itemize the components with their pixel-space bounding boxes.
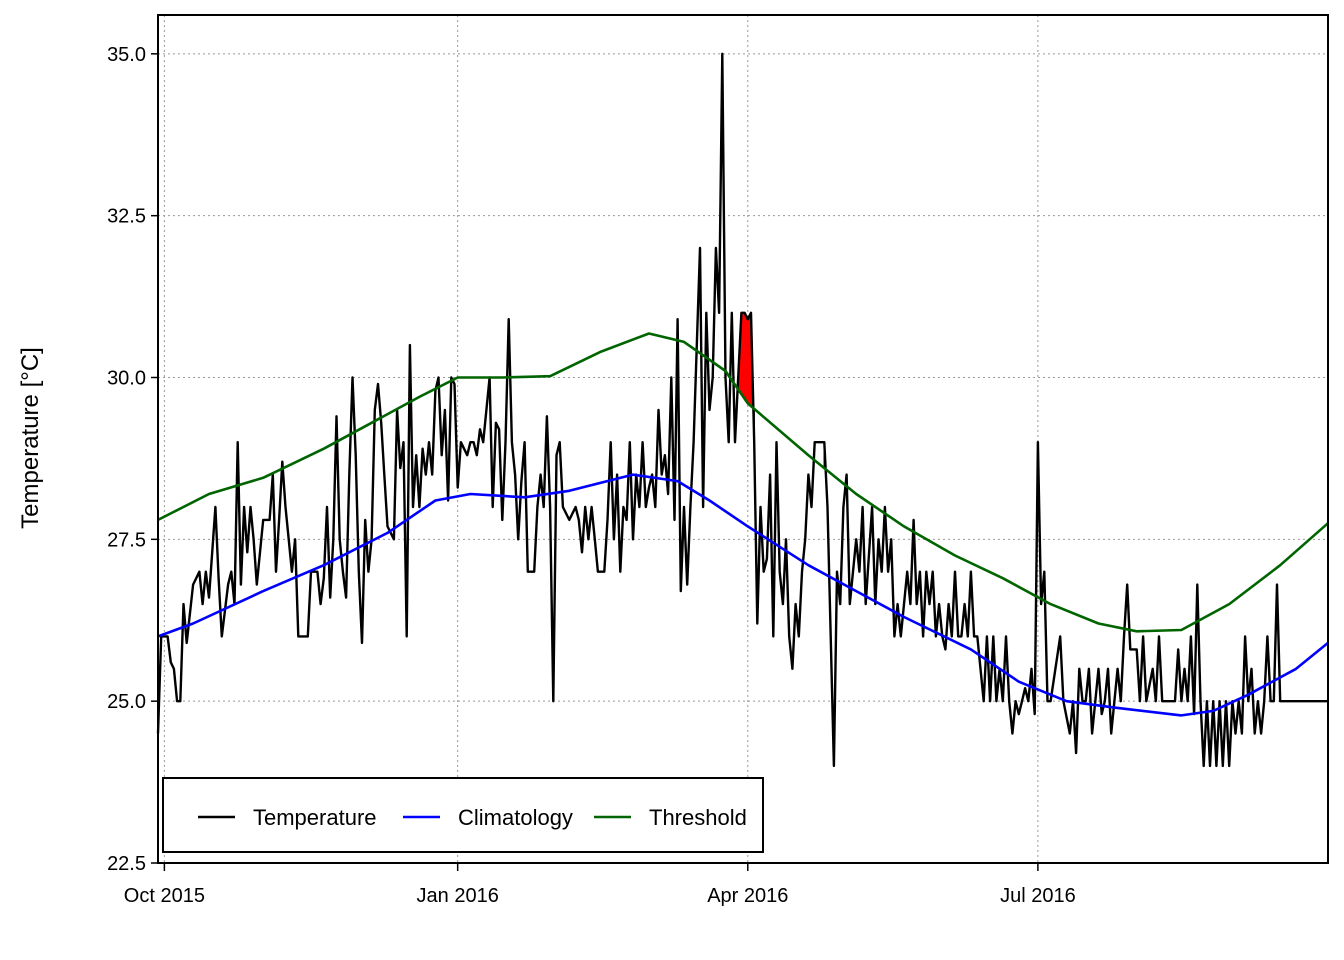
legend-label: Climatology [458,805,573,830]
x-tick-label: Jul 2016 [1000,885,1076,907]
series-line-threshold [157,332,1329,633]
series-line-climatology [157,473,1329,717]
x-tick-label: Apr 2016 [707,885,788,907]
y-tick-label: 30.0 [107,368,146,390]
y-tick-label: 25.0 [107,691,146,713]
legend-box [162,777,764,853]
plot-frame [157,14,1329,864]
x-tick-label: Jan 2016 [417,885,499,907]
series-line-temperature [156,52,1328,768]
legend-label: Temperature [253,805,377,830]
series-layer [156,52,1329,768]
x-tick-label: Oct 2015 [124,885,205,907]
legend: Temperature Climatology Threshold [162,777,764,853]
y-tick-label: 35.0 [107,44,146,66]
y-tick-label: 22.5 [107,853,146,875]
y-axis-title: Temperature [°C] [17,347,44,529]
y-tick-label: 27.5 [107,529,146,551]
legend-label: Threshold [649,805,747,830]
grid-layer [158,15,1328,864]
y-tick-label: 32.5 [107,206,146,228]
axis-layer: 22.5 25.0 27.5 30.0 32.5 35.0 Oct 2015 Jan 2016… [107,44,1076,907]
